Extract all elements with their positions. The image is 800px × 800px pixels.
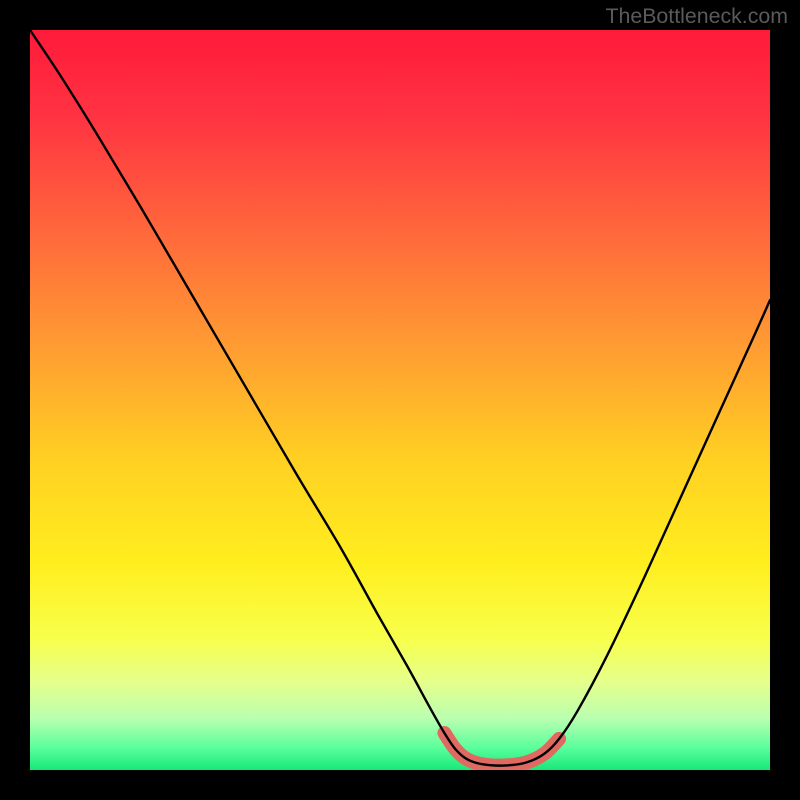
chart-frame: TheBottleneck.com xyxy=(0,0,800,800)
gradient-background xyxy=(30,30,770,770)
bottleneck-chart xyxy=(0,0,800,800)
